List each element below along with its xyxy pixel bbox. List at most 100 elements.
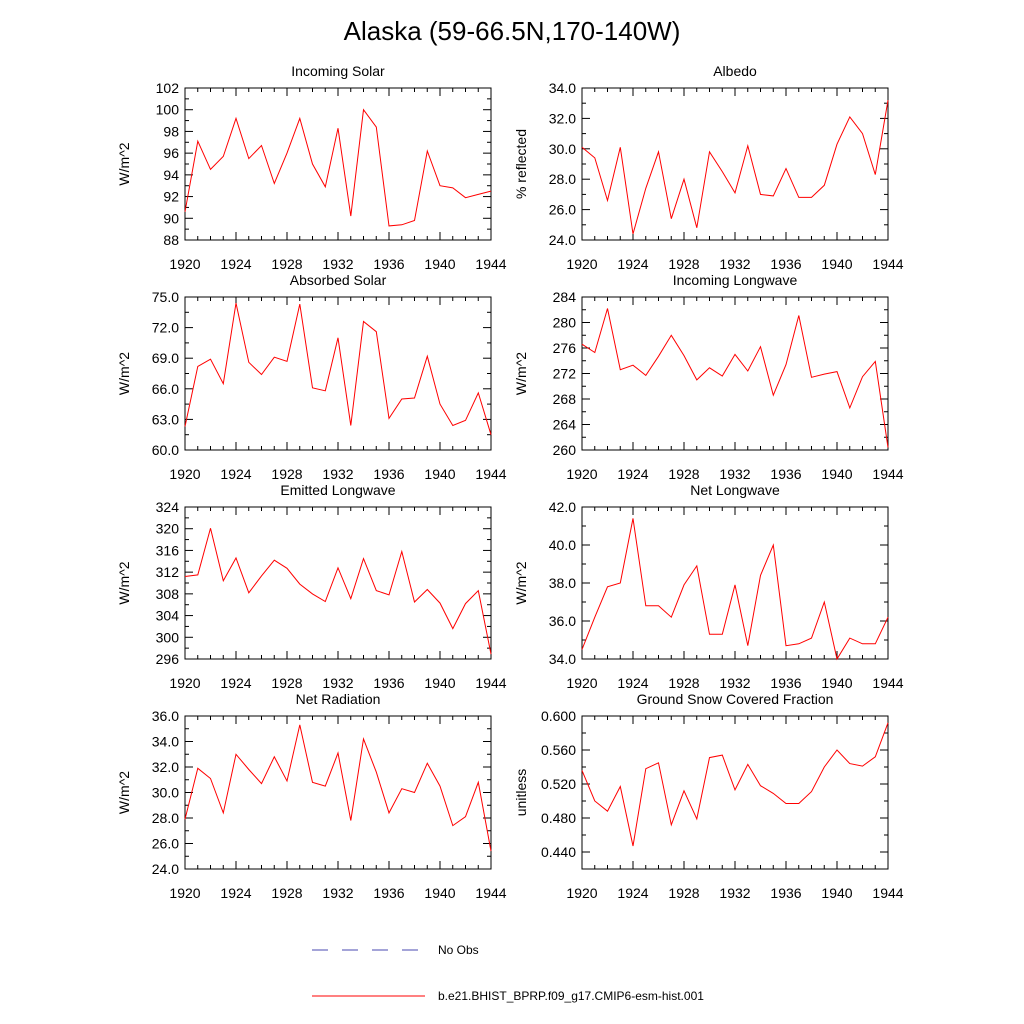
- series-line-model: [184, 302, 492, 435]
- y-tick-label: 102: [156, 80, 180, 96]
- x-tick-label: 1924: [617, 675, 648, 691]
- panel-title: Absorbed Solar: [290, 272, 387, 288]
- plot-frame: [184, 296, 492, 451]
- x-tick-label: 1924: [220, 466, 251, 482]
- y-tick-label: 0.560: [541, 742, 576, 758]
- y-tick-label: 38.0: [549, 575, 576, 591]
- x-tick-label: 1940: [424, 256, 455, 272]
- x-tick-label: 1936: [770, 466, 801, 482]
- y-tick-label: 26.0: [152, 836, 179, 852]
- x-tick-label: 1940: [424, 466, 455, 482]
- x-tick-label: 1928: [271, 885, 302, 901]
- x-tick-label: 1932: [322, 885, 353, 901]
- y-tick-label: 34.0: [549, 80, 576, 96]
- y-tick-label: 264: [553, 417, 577, 433]
- y-tick-label: 276: [553, 340, 577, 356]
- figure-title: Alaska (59-66.5N,170-140W): [344, 16, 681, 46]
- panel-4: Incoming Longwave W/m^2 1920 1924 1928 1932 19…: [513, 272, 904, 482]
- x-tick-label: 1928: [271, 466, 302, 482]
- x-tick-label: 1940: [821, 466, 852, 482]
- x-tick-label: 1940: [821, 885, 852, 901]
- x-tick-label: 1944: [475, 885, 506, 901]
- y-tick-label: 94: [163, 167, 179, 183]
- panel-7: Net Radiation W/m^2 1920 1924 1928 1932 1936 19…: [116, 691, 507, 901]
- plot-frame: [581, 296, 889, 451]
- panel-title: Albedo: [713, 63, 757, 79]
- panel-2: Albedo % reflected 1920 1924 1928 1932 1936 194…: [513, 63, 904, 272]
- panel-1: Incoming Solar W/m^2 1920 1924 1928 1932 1936 1…: [116, 63, 507, 272]
- legend-model-label: b.e21.BHIST_BPRP.f09_g17.CMIP6-esm-hist.…: [438, 989, 704, 1003]
- y-tick-label: 28.0: [152, 810, 179, 826]
- x-tick-label: 1944: [872, 466, 903, 482]
- series-line-model: [184, 108, 492, 227]
- x-tick-label: 1928: [668, 675, 699, 691]
- panel-title: Emitted Longwave: [280, 482, 395, 498]
- y-tick-label: 92: [163, 189, 179, 205]
- x-tick-label: 1920: [566, 256, 597, 272]
- plot-frame: [184, 506, 492, 660]
- y-tick-label: 280: [553, 315, 577, 331]
- y-tick-label: 69.0: [152, 350, 179, 366]
- y-tick-label: 75.0: [152, 289, 179, 305]
- y-tick-label: 88: [163, 232, 179, 248]
- x-tick-label: 1920: [169, 675, 200, 691]
- x-tick-label: 1924: [617, 256, 648, 272]
- plot-frame: [581, 87, 889, 241]
- y-tick-label: 0.520: [541, 776, 576, 792]
- x-tick-label: 1944: [872, 885, 903, 901]
- y-tick-label: 36.0: [152, 708, 179, 724]
- x-tick-label: 1936: [373, 256, 404, 272]
- series-line-model: [581, 722, 889, 847]
- series-line-model: [581, 308, 889, 448]
- y-tick-label: 36.0: [549, 613, 576, 629]
- x-tick-label: 1944: [475, 675, 506, 691]
- y-tick-label: 40.0: [549, 537, 576, 553]
- x-tick-label: 1932: [719, 675, 750, 691]
- y-tick-label: 272: [553, 366, 577, 382]
- legend: No Obs b.e21.BHIST_BPRP.f09_g17.CMIP6-es…: [312, 943, 704, 1003]
- panel-title: Net Longwave: [690, 482, 780, 498]
- y-tick-label: 308: [156, 586, 180, 602]
- y-tick-label: 28.0: [549, 171, 576, 187]
- x-tick-label: 1936: [373, 466, 404, 482]
- panel-title: Net Radiation: [296, 691, 381, 707]
- panels: Incoming Solar W/m^2 1920 1924 1928 1932 1936 1…: [116, 63, 904, 901]
- y-tick-label: 34.0: [152, 734, 179, 750]
- y-tick-label: 66.0: [152, 381, 179, 397]
- plot-frame: [581, 506, 889, 660]
- panel-8: Ground Snow Covered Fraction unitless 1920…: [513, 691, 904, 901]
- x-tick-label: 1928: [668, 256, 699, 272]
- y-axis-label: W/m^2: [513, 561, 529, 604]
- x-tick-label: 1928: [668, 466, 699, 482]
- panel-5: Emitted Longwave W/m^2 1920 1924 1928 1932 193…: [116, 482, 507, 691]
- y-tick-label: 0.440: [541, 844, 576, 860]
- x-tick-label: 1932: [322, 675, 353, 691]
- x-tick-label: 1932: [719, 256, 750, 272]
- x-tick-label: 1940: [821, 256, 852, 272]
- x-tick-label: 1936: [770, 675, 801, 691]
- x-tick-label: 1928: [271, 675, 302, 691]
- y-tick-label: 26.0: [549, 202, 576, 218]
- x-tick-label: 1932: [322, 256, 353, 272]
- x-tick-label: 1936: [373, 885, 404, 901]
- y-tick-label: 63.0: [152, 411, 179, 427]
- x-tick-label: 1936: [770, 885, 801, 901]
- y-axis-label: W/m^2: [116, 771, 132, 814]
- y-tick-label: 320: [156, 521, 180, 537]
- x-tick-label: 1924: [617, 466, 648, 482]
- y-tick-label: 32.0: [152, 759, 179, 775]
- y-tick-label: 300: [156, 629, 180, 645]
- x-tick-label: 1920: [169, 256, 200, 272]
- x-tick-label: 1944: [475, 256, 506, 272]
- y-tick-label: 0.480: [541, 810, 576, 826]
- x-tick-label: 1928: [271, 256, 302, 272]
- y-tick-label: 30.0: [549, 141, 576, 157]
- x-tick-label: 1936: [770, 256, 801, 272]
- y-axis-label: W/m^2: [116, 352, 132, 395]
- y-tick-label: 312: [156, 564, 180, 580]
- plot-frame: [184, 715, 492, 870]
- x-tick-label: 1944: [872, 256, 903, 272]
- x-tick-label: 1920: [169, 466, 200, 482]
- series-line-model: [581, 100, 889, 235]
- x-tick-label: 1924: [617, 885, 648, 901]
